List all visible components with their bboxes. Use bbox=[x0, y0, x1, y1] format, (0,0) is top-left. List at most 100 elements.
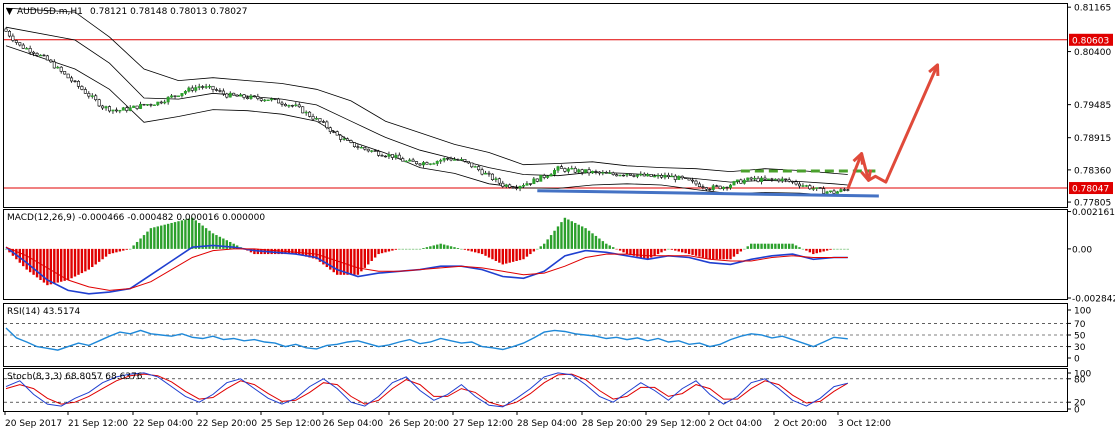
macd-histogram-bar bbox=[273, 248, 277, 255]
macd-histogram-bar bbox=[115, 248, 118, 253]
candle-body bbox=[173, 95, 177, 97]
macd-histogram-bar bbox=[215, 235, 218, 249]
macd-histogram-bar bbox=[767, 243, 770, 249]
macd-histogram-bar bbox=[356, 248, 360, 275]
candle-body bbox=[311, 116, 315, 120]
macd-histogram-bar bbox=[166, 223, 170, 249]
macd-histogram-bar bbox=[743, 248, 746, 250]
candle-body bbox=[111, 109, 115, 112]
macd-histogram-bar bbox=[660, 248, 663, 253]
candle-body bbox=[352, 142, 356, 148]
macd-histogram-bar bbox=[815, 248, 818, 254]
candle-body bbox=[97, 99, 101, 107]
symbol-dropdown-icon[interactable]: ▼ bbox=[6, 7, 13, 17]
candle-body bbox=[697, 183, 701, 187]
macd-histogram-bar bbox=[567, 219, 570, 249]
macd-histogram-bar bbox=[253, 248, 256, 255]
candle-body bbox=[649, 174, 653, 177]
candle-body bbox=[832, 190, 836, 194]
macd-histogram-bar bbox=[825, 248, 829, 251]
stoch-header: Stoch(8,3,3) 68.8057 68.6376 bbox=[7, 372, 143, 382]
candle-body bbox=[580, 169, 584, 173]
candle-body bbox=[135, 105, 139, 109]
candle-body bbox=[504, 184, 508, 187]
macd-histogram-bar bbox=[422, 248, 425, 249]
candle-body bbox=[642, 173, 646, 177]
macd-histogram-bar bbox=[636, 248, 639, 257]
macd-histogram-bar bbox=[474, 248, 477, 253]
candle-body bbox=[4, 28, 8, 32]
macd-histogram-bar bbox=[543, 243, 546, 249]
candle-body bbox=[532, 178, 536, 185]
candle-body bbox=[452, 159, 456, 161]
candle-body bbox=[463, 159, 467, 162]
candle-body bbox=[266, 99, 270, 102]
macd-histogram-bar bbox=[432, 245, 435, 249]
macd-histogram-bar bbox=[698, 248, 701, 257]
macd-histogram-bar bbox=[125, 248, 128, 250]
macd-histogram-bar bbox=[622, 248, 625, 253]
x-tick-label: 22 Sep 20:00 bbox=[197, 419, 257, 429]
macd-histogram-bar bbox=[646, 248, 649, 260]
macd-histogram-bar bbox=[508, 248, 511, 263]
candle-body bbox=[653, 175, 657, 178]
macd-histogram-bar bbox=[104, 248, 108, 257]
macd-histogram-bar bbox=[101, 248, 104, 260]
rsi-tick-label: 100 bbox=[1074, 307, 1091, 317]
candle-body bbox=[346, 138, 350, 141]
candle-body bbox=[259, 98, 263, 101]
candle-body bbox=[556, 166, 560, 171]
candle-body bbox=[501, 182, 505, 187]
candle-body bbox=[725, 186, 729, 189]
candle-body bbox=[66, 73, 70, 79]
candle-body bbox=[477, 166, 481, 171]
macd-histogram-bar bbox=[225, 240, 228, 249]
macd-histogram-bar bbox=[411, 248, 415, 250]
macd-histogram-bar bbox=[353, 248, 356, 275]
candle-body bbox=[56, 66, 60, 69]
macd-histogram-bar bbox=[605, 243, 608, 249]
macd-histogram-bar bbox=[553, 230, 556, 249]
candle-body bbox=[76, 81, 80, 87]
macd-histogram-bar bbox=[822, 248, 825, 252]
candle-body bbox=[797, 183, 801, 187]
candle-body bbox=[435, 160, 439, 164]
candle-body bbox=[742, 179, 746, 184]
macd-histogram-bar bbox=[484, 248, 487, 256]
macd-histogram-bar bbox=[777, 243, 780, 249]
macd-histogram-bar bbox=[691, 248, 694, 255]
stoch-signal-line bbox=[5, 373, 849, 407]
candle-body bbox=[459, 159, 463, 161]
macd-histogram-bar bbox=[453, 247, 456, 249]
macd-histogram-bar bbox=[787, 243, 791, 249]
macd-histogram-bar bbox=[28, 248, 32, 273]
x-tick-label: 28 Sep 20:00 bbox=[582, 419, 642, 429]
candle-body bbox=[808, 185, 812, 190]
macd-histogram-bar bbox=[177, 221, 180, 249]
candle-body bbox=[166, 96, 170, 103]
candle-body bbox=[804, 185, 808, 187]
candle-body bbox=[187, 87, 191, 92]
candle-body bbox=[663, 174, 667, 178]
candle-body bbox=[297, 104, 301, 108]
macd-histogram-bar bbox=[836, 248, 839, 250]
candle-body bbox=[549, 174, 553, 177]
macd-histogram-bar bbox=[342, 248, 346, 275]
macd-histogram-bar bbox=[708, 248, 711, 260]
macd-tick-label: -0.002842 bbox=[1072, 294, 1115, 304]
price-label-box bbox=[1069, 33, 1113, 46]
candle-body bbox=[87, 93, 91, 97]
macd-histogram-bar bbox=[463, 248, 467, 250]
x-tick-label: 2 Oct 04:00 bbox=[709, 419, 762, 429]
ohlc-header: 0.78121 0.78148 0.78013 0.78027 bbox=[90, 7, 247, 17]
candle-body bbox=[11, 35, 15, 41]
macd-histogram-bar bbox=[132, 245, 135, 249]
macd-histogram-bar bbox=[587, 230, 591, 249]
macd-histogram-bar bbox=[194, 220, 197, 249]
candle-body bbox=[815, 187, 819, 189]
macd-histogram-bar bbox=[684, 248, 687, 254]
candle-body bbox=[421, 162, 425, 166]
candle-body bbox=[597, 171, 601, 174]
macd-histogram-bar bbox=[808, 248, 812, 253]
candle-body bbox=[242, 94, 246, 98]
